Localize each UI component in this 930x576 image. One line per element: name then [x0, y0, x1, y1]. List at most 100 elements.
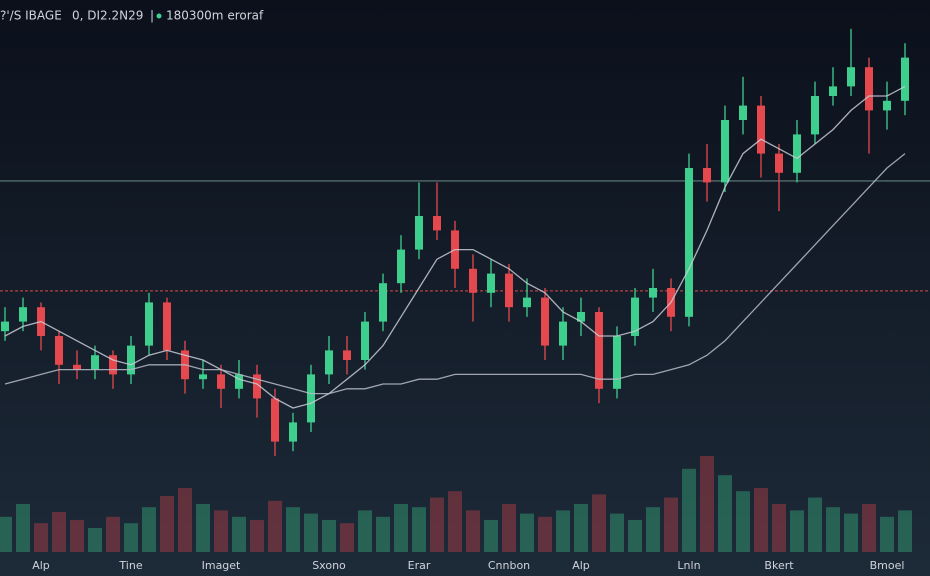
candle-body	[685, 168, 693, 317]
volume-bar	[718, 475, 732, 552]
volume-bar	[592, 494, 606, 552]
candle-body	[433, 216, 441, 231]
volume-bar	[214, 510, 228, 552]
volume-bar	[466, 510, 480, 552]
candle-body	[613, 336, 621, 389]
moving-average	[4, 153, 906, 395]
volume-bar	[322, 520, 336, 552]
symbol: ?'/S IBAGE	[0, 9, 62, 23]
candle-body	[487, 273, 495, 293]
volume-bar	[754, 488, 768, 552]
candle-body	[541, 297, 549, 346]
plot	[0, 28, 930, 552]
volume-bar	[178, 488, 192, 552]
candle-body	[739, 105, 747, 120]
candle-body	[307, 374, 315, 423]
volume-bar	[196, 504, 210, 552]
volume-bar	[646, 507, 660, 552]
candle-body	[847, 67, 855, 87]
volume-bar	[52, 512, 66, 552]
x-tick-label: Bkert	[764, 559, 794, 572]
volume-bar	[70, 520, 84, 552]
volume-bar	[448, 491, 462, 552]
volume-bar	[898, 510, 912, 552]
volume-bar	[808, 497, 822, 552]
x-tick-label: Cnnbon	[488, 559, 530, 572]
volume-bar	[268, 500, 282, 552]
volume-bar	[106, 516, 120, 552]
volume-bar	[304, 513, 318, 552]
candle-body	[865, 67, 873, 111]
candle-body	[379, 283, 387, 322]
volume-bar	[502, 504, 516, 552]
volume-bar	[484, 520, 498, 552]
volume-bar	[394, 504, 408, 552]
candle-body	[649, 288, 657, 298]
x-tick-label: Bmoel	[870, 559, 905, 572]
price: 0, DI2.2N29	[72, 9, 143, 23]
volume-bar	[772, 504, 786, 552]
separator: |	[150, 9, 154, 23]
volume-bar	[610, 513, 624, 552]
candle-body	[217, 374, 225, 389]
candle-body	[793, 134, 801, 173]
volume-bar	[142, 507, 156, 552]
volume-bar	[376, 516, 390, 552]
volume-bar	[124, 523, 138, 552]
volume-bar	[520, 513, 534, 552]
x-tick-label: Lnln	[677, 559, 700, 572]
volume-bar	[862, 504, 876, 552]
status: 180300m eroraf	[166, 9, 264, 23]
candle-body	[73, 364, 81, 370]
candle-body	[109, 355, 117, 375]
candle-body	[325, 350, 333, 375]
candle-body	[811, 96, 819, 135]
volume-bar	[430, 497, 444, 552]
candle-body	[559, 321, 567, 346]
volume-bar	[88, 528, 102, 552]
candle-body	[1, 321, 9, 332]
volume-bar	[736, 491, 750, 552]
candle-body	[415, 216, 423, 250]
moving-average	[4, 85, 906, 409]
volume-bar	[232, 516, 246, 552]
candle-body	[253, 374, 261, 399]
volume-bar	[628, 520, 642, 552]
volume-bar	[844, 513, 858, 552]
candle-body	[145, 302, 153, 346]
volume-bar	[340, 523, 354, 552]
candle-body	[361, 321, 369, 360]
x-tick-label: Sxono	[312, 559, 346, 572]
volume-bar	[358, 510, 372, 552]
volume-bar	[538, 516, 552, 552]
volume-bar	[790, 510, 804, 552]
x-tick-label: Imaget	[202, 559, 241, 572]
volume-bar	[682, 468, 696, 552]
candle-body	[343, 350, 351, 360]
candle-body	[19, 307, 27, 322]
x-tick-label: Erar	[408, 559, 431, 572]
candle-body	[55, 336, 63, 365]
volume-bar	[286, 507, 300, 552]
candle-body	[757, 105, 765, 154]
candle-body	[505, 273, 513, 308]
candle-body	[163, 302, 171, 351]
volume-bar	[574, 504, 588, 552]
volume-bar	[826, 507, 840, 552]
volume-bar	[0, 516, 12, 552]
x-tick-label: Tine	[118, 559, 142, 572]
candle-body	[775, 153, 783, 173]
volume-bar	[250, 520, 264, 552]
candle-body	[595, 312, 603, 389]
candle-body	[631, 297, 639, 336]
status-dot	[156, 13, 162, 19]
candle-body	[199, 374, 207, 380]
candle-body	[901, 57, 909, 101]
candle-body	[721, 120, 729, 183]
volume-bar	[700, 456, 714, 552]
candle-body	[271, 398, 279, 442]
volume-bar	[16, 504, 30, 552]
volume-bar	[160, 496, 174, 552]
candle-body	[289, 422, 297, 442]
